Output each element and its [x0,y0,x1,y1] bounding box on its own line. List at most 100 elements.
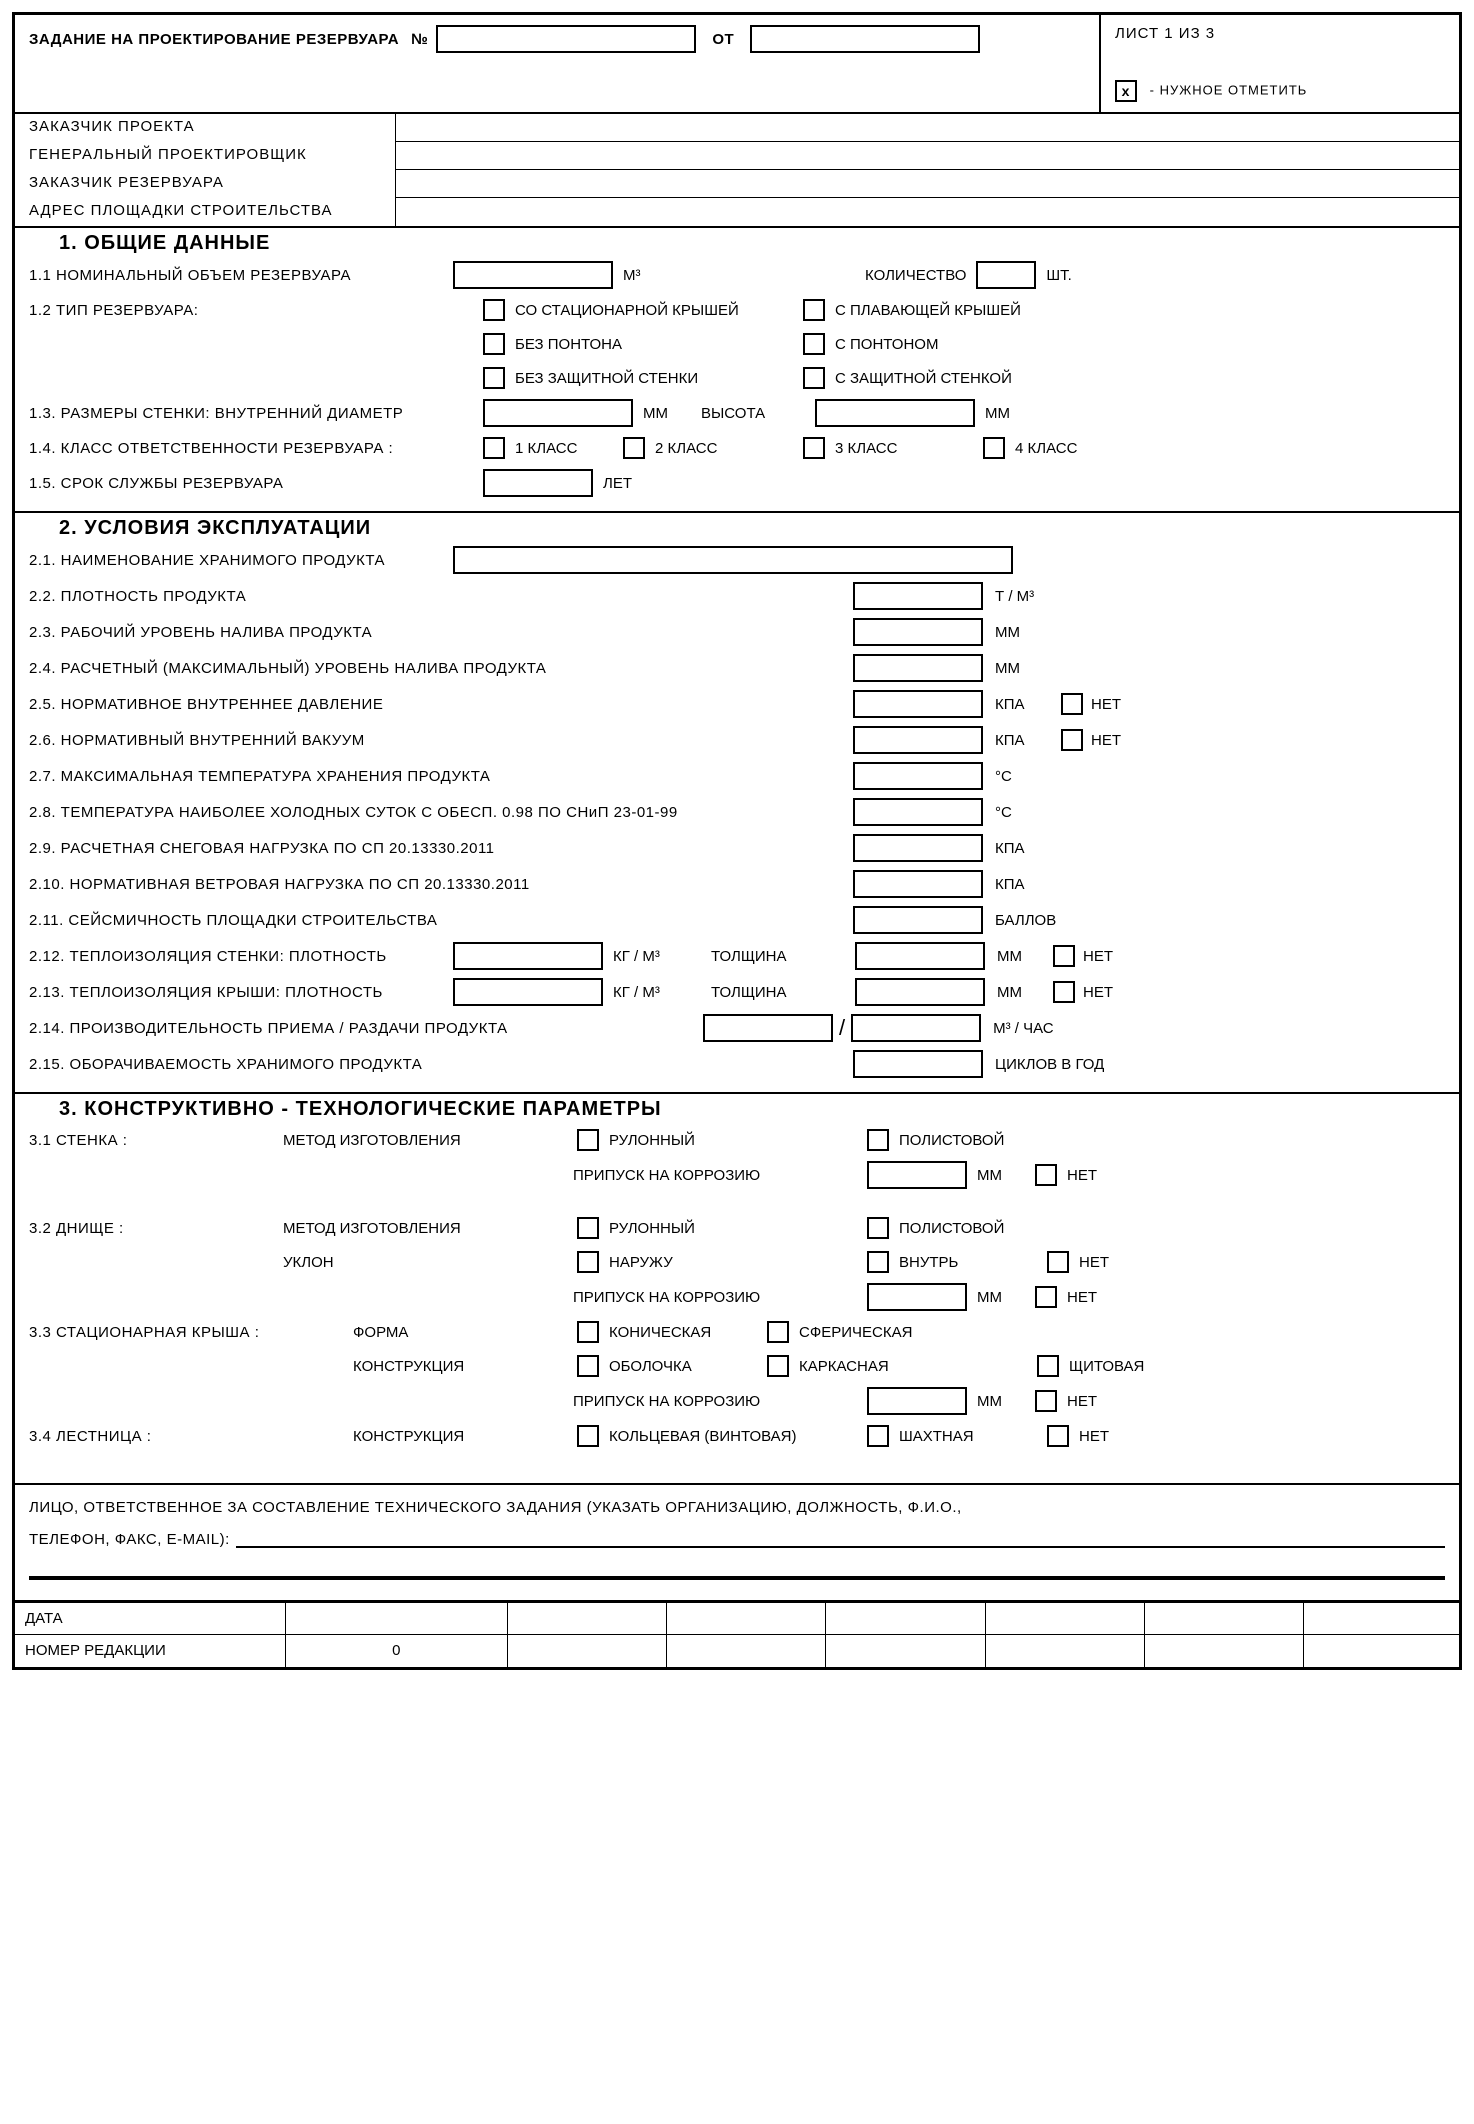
info-tank-customer-field[interactable] [395,170,1459,198]
cb-roof-corr-no[interactable] [1035,1390,1057,1412]
cb-floating-roof[interactable] [803,299,825,321]
roof-ins-dens-field[interactable] [453,978,603,1006]
cb-stair-no[interactable] [1047,1425,1069,1447]
l215: 2.15. ОБОРАЧИВАЕМОСТЬ ХРАНИМОГО ПРОДУКТА [29,1056,849,1073]
cb-class1[interactable] [483,437,505,459]
cb-bottom-roll[interactable] [577,1217,599,1239]
cb-fixed-roof[interactable] [483,299,505,321]
cb-slope-in[interactable] [867,1251,889,1273]
qty-field[interactable] [976,261,1036,289]
work-level-field[interactable] [853,618,983,646]
resp-line2: ТЕЛЕФОН, ФАКС, E-MAIL): [29,1531,230,1548]
no-7: НЕТ [1061,1289,1097,1306]
density-field[interactable] [853,582,983,610]
date-cell-1[interactable] [285,1603,507,1635]
snow-field[interactable] [853,834,983,862]
u-mm-4: ММ [987,660,1020,677]
date-cell-6[interactable] [1144,1603,1303,1635]
cb-class3[interactable] [803,437,825,459]
cb-stair-shaft[interactable] [867,1425,889,1447]
lifetime-field[interactable] [483,469,593,497]
flow-in-field[interactable] [703,1014,833,1042]
cb-no-pontoon[interactable] [483,333,505,355]
rev-cell-2[interactable] [507,1635,666,1667]
cb-stair-ring[interactable] [577,1425,599,1447]
roof-corr-field[interactable] [867,1387,967,1415]
cb-pontoon[interactable] [803,333,825,355]
info-designer-field[interactable] [395,142,1459,170]
cb-pressure-no[interactable] [1061,693,1083,715]
no-4: НЕТ [1079,984,1113,1001]
height-label: ВЫСОТА [701,405,811,422]
date-cell-7[interactable] [1303,1603,1459,1635]
cb-roof-panel[interactable] [1037,1355,1059,1377]
resp-underline-1[interactable] [236,1526,1445,1548]
cb-roof-conic[interactable] [577,1321,599,1343]
num-field[interactable] [436,25,696,53]
cb-wall-corr-no[interactable] [1035,1164,1057,1186]
wall-ins-dens-field[interactable] [453,942,603,970]
form-title: ЗАДАНИЕ НА ПРОЕКТИРОВАНИЕ РЕЗЕРВУАРА [29,31,399,48]
cb-slope-out[interactable] [577,1251,599,1273]
cb-class2[interactable] [623,437,645,459]
resp-underline-2[interactable] [29,1576,1445,1580]
sheet-1: ПОЛИСТОВОЙ [893,1132,1004,1149]
max-temp-field[interactable] [853,762,983,790]
cb-wall-ins-no[interactable] [1053,945,1075,967]
l22: 2.2. ПЛОТНОСТЬ ПРОДУКТА [29,588,849,605]
max-level-field[interactable] [853,654,983,682]
cb-roof-ins-no[interactable] [1053,981,1075,1003]
cb-bottom-corr-no[interactable] [1035,1286,1057,1308]
legend-text: - НУЖНОЕ ОТМЕТИТЬ [1150,82,1308,97]
cb-bottom-sheet[interactable] [867,1217,889,1239]
cb-no-wall[interactable] [483,367,505,389]
cb-wall[interactable] [803,367,825,389]
c3: 3 КЛАСС [829,440,979,457]
rev-cell-1[interactable]: 0 [285,1635,507,1667]
diameter-field[interactable] [483,399,633,427]
l31: 3.1 СТЕНКА : [29,1132,279,1149]
cb-vacuum-no[interactable] [1061,729,1083,751]
rev-cell-5[interactable] [985,1635,1144,1667]
cb-roof-shell[interactable] [577,1355,599,1377]
rev-cell-6[interactable] [1144,1635,1303,1667]
height-field[interactable] [815,399,975,427]
date-field[interactable] [750,25,980,53]
turnover-field[interactable] [853,1050,983,1078]
date-cell-4[interactable] [826,1603,985,1635]
rev-cell-3[interactable] [667,1635,826,1667]
pressure-field[interactable] [853,690,983,718]
wind-field[interactable] [853,870,983,898]
flow-out-field[interactable] [851,1014,981,1042]
wall-corr-field[interactable] [867,1161,967,1189]
roof-ins-thick-field[interactable] [855,978,985,1006]
vacuum-field[interactable] [853,726,983,754]
rev-cell-4[interactable] [826,1635,985,1667]
l29: 2.9. РАСЧЕТНАЯ СНЕГОВАЯ НАГРУЗКА ПО СП 2… [29,840,849,857]
ring: КОЛЬЦЕВАЯ (ВИНТОВАЯ) [603,1428,863,1445]
c2: 2 КЛАСС [649,440,799,457]
cold-temp-field[interactable] [853,798,983,826]
o12d: С ПОНТОНОМ [829,336,938,353]
date-cell-3[interactable] [667,1603,826,1635]
date-cell-2[interactable] [507,1603,666,1635]
l212: 2.12. ТЕПЛОИЗОЛЯЦИЯ СТЕНКИ: ПЛОТНОСТЬ [29,948,449,965]
wall-ins-thick-field[interactable] [855,942,985,970]
info-address-field[interactable] [395,198,1459,226]
info-customer-field[interactable] [395,114,1459,142]
volume-field[interactable] [453,261,613,289]
bottom-corr-field[interactable] [867,1283,967,1311]
l14: 1.4. КЛАСС ОТВЕТСТВЕННОСТИ РЕЗЕРВУАРА : [29,440,479,457]
cb-roof-spher[interactable] [767,1321,789,1343]
product-name-field[interactable] [453,546,1013,574]
cb-slope-no[interactable] [1047,1251,1069,1273]
cb-roof-frame[interactable] [767,1355,789,1377]
cb-wall-sheet[interactable] [867,1129,889,1151]
info-designer: ГЕНЕРАЛЬНЫЙ ПРОЕКТИРОВЩИК [15,142,395,170]
constr-label-2: КОНСТРУКЦИЯ [353,1428,573,1445]
cb-wall-roll[interactable] [577,1129,599,1151]
rev-cell-7[interactable] [1303,1635,1459,1667]
cb-class4[interactable] [983,437,1005,459]
seismic-field[interactable] [853,906,983,934]
date-cell-5[interactable] [985,1603,1144,1635]
